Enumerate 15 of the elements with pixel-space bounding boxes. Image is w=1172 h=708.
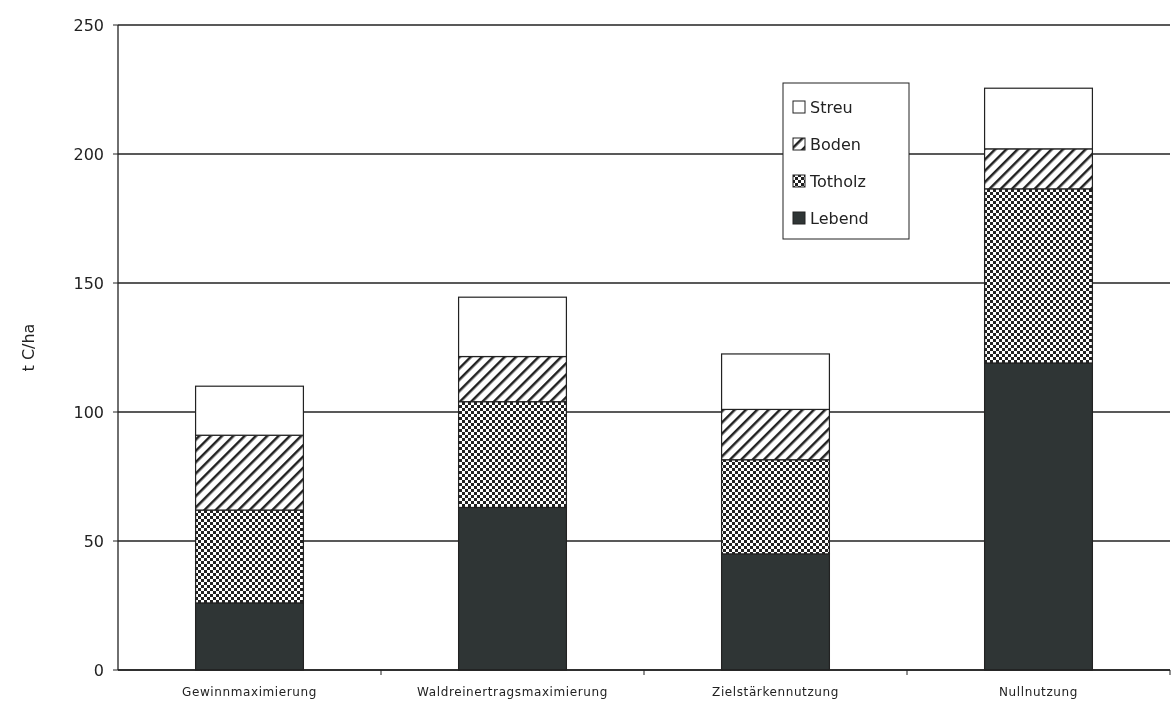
y-tick-label: 0 (93, 660, 104, 680)
y-tick-label: 250 (73, 15, 104, 35)
y-tick-label: 200 (73, 144, 104, 164)
x-tick-label: Nullnutzung (999, 685, 1078, 699)
legend-label: Streu (810, 97, 853, 117)
legend-label: Boden (810, 134, 861, 154)
y-axis-title: t C/ha (19, 323, 38, 372)
x-tick-label: Zielstärkennutzung (712, 685, 839, 699)
legend-label: Totholz (809, 171, 866, 191)
y-tick-label: 50 (83, 531, 104, 551)
y-tick-label: 100 (73, 402, 104, 422)
y-tick-label: 150 (73, 273, 104, 293)
x-tick-label: Gewinnmaximierung (182, 685, 317, 699)
legend-label: Lebend (810, 208, 869, 228)
x-tick-label: Waldreinertragsmaximierung (417, 685, 608, 699)
